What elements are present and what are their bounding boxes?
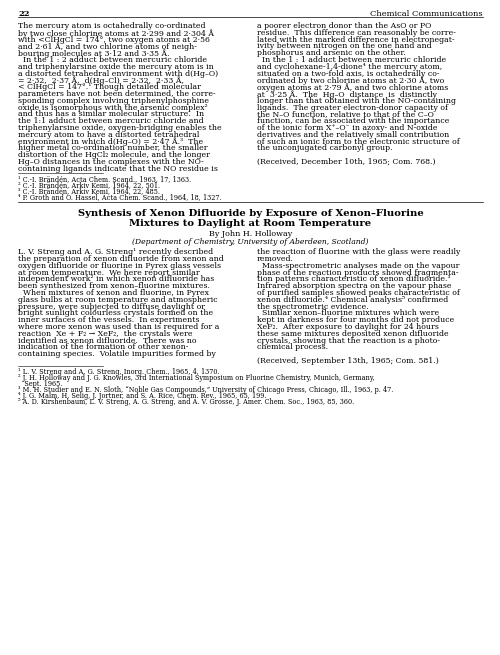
Text: L. V. Streng and A. G. Streng¹ recently described: L. V. Streng and A. G. Streng¹ recently … bbox=[18, 248, 213, 256]
Text: the reaction of fluorine with the glass were readily: the reaction of fluorine with the glass … bbox=[257, 248, 460, 256]
Text: kept in darkness for four months did not produce: kept in darkness for four months did not… bbox=[257, 316, 454, 324]
Text: and 2·61 Å, and two chlorine atoms of neigh-: and 2·61 Å, and two chlorine atoms of ne… bbox=[18, 43, 197, 51]
Text: Synthesis of Xenon Difluoride by Exposure of Xenon–Fluorine: Synthesis of Xenon Difluoride by Exposur… bbox=[78, 209, 424, 218]
Text: Hg–O distances in the complexes with the NO-: Hg–O distances in the complexes with the… bbox=[18, 158, 204, 166]
Text: lated with the marked difference in electronegat-: lated with the marked difference in elec… bbox=[257, 35, 454, 44]
Text: ⁵ A. D. Kirshenbaum, L. V. Streng, A. G. Streng, and A. V. Grosse, J. Amer. Chem: ⁵ A. D. Kirshenbaum, L. V. Streng, A. G.… bbox=[18, 398, 354, 405]
Text: pressure, were subjected to diffuse daylight or: pressure, were subjected to diffuse dayl… bbox=[18, 303, 205, 310]
Text: When mixtures of xenon and fluorine, in Pyrex: When mixtures of xenon and fluorine, in … bbox=[18, 289, 209, 297]
Text: Infrared absorption spectra on the vapour phase: Infrared absorption spectra on the vapou… bbox=[257, 282, 452, 290]
Text: Chemical Communications: Chemical Communications bbox=[370, 10, 483, 18]
Text: XeF₂.  After exposure to daylight for 24 hours: XeF₂. After exposure to daylight for 24 … bbox=[257, 323, 439, 331]
Text: higher metal co-ordination number, the smaller: higher metal co-ordination number, the s… bbox=[18, 144, 208, 153]
Text: residue.  This difference can reasonably be corre-: residue. This difference can reasonably … bbox=[257, 29, 456, 37]
Text: a poorer electron donor than the AsO or PO: a poorer electron donor than the AsO or … bbox=[257, 22, 432, 30]
Text: and thus has a similar molecular structure.  In: and thus has a similar molecular structu… bbox=[18, 111, 204, 119]
Text: reaction  Xe + F₂ → XeF₂,  the crystals were: reaction Xe + F₂ → XeF₂, the crystals we… bbox=[18, 329, 193, 338]
Text: independent work² in which xenon difluoride has: independent work² in which xenon difluor… bbox=[18, 275, 214, 284]
Text: indication of the formation of other xenon-: indication of the formation of other xen… bbox=[18, 343, 188, 351]
Text: the unconjugated carbonyl group.: the unconjugated carbonyl group. bbox=[257, 144, 392, 153]
Text: at  3·25 Å.  The  Hg–O  distance  is  distinctly: at 3·25 Å. The Hg–O distance is distinct… bbox=[257, 90, 437, 99]
Text: of purified samples showed peaks characteristic of: of purified samples showed peaks charact… bbox=[257, 289, 460, 297]
Text: of such an ionic form to the electronic structure of: of such an ionic form to the electronic … bbox=[257, 138, 460, 145]
Text: and cyclohexane-1,4-dione⁴ the mercury atom,: and cyclohexane-1,4-dione⁴ the mercury a… bbox=[257, 63, 442, 71]
Text: the preparation of xenon difluoride from xenon and: the preparation of xenon difluoride from… bbox=[18, 255, 224, 263]
Text: ⁴ P. Groth and O. Hassel, Acta Chem. Scand., 1964, 18, 1327.: ⁴ P. Groth and O. Hassel, Acta Chem. Sca… bbox=[18, 193, 222, 201]
Text: and triphenylarsine oxide the mercury atom is in: and triphenylarsine oxide the mercury at… bbox=[18, 63, 214, 71]
Text: identified as xenon difluoride.  There was no: identified as xenon difluoride. There wa… bbox=[18, 337, 197, 345]
Text: at room temperature.  We here report similar: at room temperature. We here report simi… bbox=[18, 269, 200, 276]
Text: triphenylarsine oxide, oxygen-bridging enables the: triphenylarsine oxide, oxygen-bridging e… bbox=[18, 124, 222, 132]
Text: with <ClHgCl = 174°, two oxygen atoms at 2·56: with <ClHgCl = 174°, two oxygen atoms at… bbox=[18, 35, 210, 44]
Text: sponding complex involving triphenylphosphine: sponding complex involving triphenylphos… bbox=[18, 97, 209, 105]
Text: ² J. H. Holloway and J. G. Knowles, 3rd International Symposium on Fluorine Chem: ² J. H. Holloway and J. G. Knowles, 3rd … bbox=[18, 374, 375, 382]
Text: situated on a two-fold axis, is octahedrally co-: situated on a two-fold axis, is octahedr… bbox=[257, 69, 440, 77]
Text: glass bulbs at room temperature and atmospheric: glass bulbs at room temperature and atmo… bbox=[18, 295, 218, 304]
Text: phase of the reaction products showed fragmenta-: phase of the reaction products showed fr… bbox=[257, 269, 458, 276]
Text: bright sunlight colourless crystals formed on the: bright sunlight colourless crystals form… bbox=[18, 309, 213, 317]
Text: been synthesized from xenon–fluorine mixtures.: been synthesized from xenon–fluorine mix… bbox=[18, 282, 210, 290]
Text: by two close chlorine atoms at 2·299 and 2·304 Å: by two close chlorine atoms at 2·299 and… bbox=[18, 29, 214, 37]
Text: distortion of the HgCl₂ molecule, and the longer: distortion of the HgCl₂ molecule, and th… bbox=[18, 151, 210, 159]
Text: chemical process.: chemical process. bbox=[257, 343, 328, 351]
Text: In the 1 : 1 adduct between mercuric chloride: In the 1 : 1 adduct between mercuric chl… bbox=[257, 56, 446, 64]
Text: (Department of Chemistry, University of Aberdeen, Scotland): (Department of Chemistry, University of … bbox=[132, 238, 369, 246]
Text: oxide is isomorphous with the arsenic complex²: oxide is isomorphous with the arsenic co… bbox=[18, 103, 208, 111]
Text: a distorted tetrahedral environment with d(Hg–O): a distorted tetrahedral environment with… bbox=[18, 69, 218, 77]
Text: Mass-spectrometric analyses made on the vapour: Mass-spectrometric analyses made on the … bbox=[257, 262, 460, 270]
Text: ordinated by two chlorine atoms at 2·30 Å, two: ordinated by two chlorine atoms at 2·30 … bbox=[257, 77, 444, 85]
Text: ⁴ J. G. Malm, H. Selig, J. Jortner, and S. A. Rice, Chem. Rev., 1965, 65, 199.: ⁴ J. G. Malm, H. Selig, J. Jortner, and … bbox=[18, 392, 266, 400]
Text: By John H. Holloway: By John H. Holloway bbox=[209, 230, 292, 238]
Text: xenon difluoride.⁴ Chemical analysis⁵ confirmed: xenon difluoride.⁴ Chemical analysis⁵ co… bbox=[257, 295, 448, 304]
Text: oxygen atoms at 2·79 Å, and two chlorine atoms: oxygen atoms at 2·79 Å, and two chlorine… bbox=[257, 83, 448, 92]
Text: bouring molecules at 3·12 and 3·35 Å.: bouring molecules at 3·12 and 3·35 Å. bbox=[18, 49, 170, 58]
Text: these same mixtures deposited xenon difluoride: these same mixtures deposited xenon difl… bbox=[257, 329, 448, 338]
Text: (Received, September 13th, 1965; Com. 581.): (Received, September 13th, 1965; Com. 58… bbox=[257, 357, 439, 365]
Text: ¹ L. V. Streng and A. G. Streng, Inorg. Chem., 1965, 4, 1370.: ¹ L. V. Streng and A. G. Streng, Inorg. … bbox=[18, 367, 220, 376]
Text: parameters have not been determined, the corre-: parameters have not been determined, the… bbox=[18, 90, 216, 98]
Text: ligands.  The greater electron-donor capacity of: ligands. The greater electron-donor capa… bbox=[257, 103, 448, 111]
Text: longer than that obtained with the NO-containing: longer than that obtained with the NO-co… bbox=[257, 97, 456, 105]
Text: containing species.  Volatile impurities formed by: containing species. Volatile impurities … bbox=[18, 350, 216, 358]
Text: containing ligands indicate that the NO residue is: containing ligands indicate that the NO … bbox=[18, 165, 218, 173]
Text: phosphorus and arsenic on the other.: phosphorus and arsenic on the other. bbox=[257, 49, 406, 57]
Text: removed.: removed. bbox=[257, 255, 294, 263]
Text: derivatives and the relatively small contribution: derivatives and the relatively small con… bbox=[257, 131, 449, 139]
Text: tion patterns characteristic of xenon difluoride.³: tion patterns characteristic of xenon di… bbox=[257, 275, 450, 284]
Text: the 1:1 adduct between mercuric chloride and: the 1:1 adduct between mercuric chloride… bbox=[18, 117, 204, 125]
Text: the N–O function, relative to that of the C–O: the N–O function, relative to that of th… bbox=[257, 111, 434, 119]
Text: = 2·32,  2·37 Å,  d(Hg–Cl) = 2·32,  2·33 Å,: = 2·32, 2·37 Å, d(Hg–Cl) = 2·32, 2·33 Å, bbox=[18, 77, 184, 85]
Text: Mixtures to Daylight at Room Temperature: Mixtures to Daylight at Room Temperature bbox=[130, 219, 372, 227]
Text: The mercury atom is octahedrally co-ordinated: The mercury atom is octahedrally co-ordi… bbox=[18, 22, 206, 30]
Text: inner surfaces of the vessels.  In experiments: inner surfaces of the vessels. In experi… bbox=[18, 316, 200, 324]
Text: ³ M. H. Studier and E. N. Sloth, “Noble Gas Compounds,” University of Chicago Pr: ³ M. H. Studier and E. N. Sloth, “Noble … bbox=[18, 386, 394, 394]
Text: the spectrometric evidence.: the spectrometric evidence. bbox=[257, 303, 369, 310]
Text: 22: 22 bbox=[18, 10, 30, 18]
Text: environment in which d(Hg–O) = 2·47 Å.³  The: environment in which d(Hg–O) = 2·47 Å.³ … bbox=[18, 138, 203, 146]
Text: ³ C.-I. Brändén, Arkiv Kemi, 1964, 22, 485.: ³ C.-I. Brändén, Arkiv Kemi, 1964, 22, 4… bbox=[18, 187, 160, 195]
Text: of the ionic form X⁺–O⁻ in azoxy- and N-oxide: of the ionic form X⁺–O⁻ in azoxy- and N-… bbox=[257, 124, 438, 132]
Text: ² C.-I. Brändén, Arkiv Kemi, 1964, 22, 501.: ² C.-I. Brändén, Arkiv Kemi, 1964, 22, 5… bbox=[18, 181, 160, 189]
Text: Similar xenon–fluorine mixtures which were: Similar xenon–fluorine mixtures which we… bbox=[257, 309, 439, 317]
Text: function, can be associated with the importance: function, can be associated with the imp… bbox=[257, 117, 450, 125]
Text: crystals, showing that the reaction is a photo-: crystals, showing that the reaction is a… bbox=[257, 337, 440, 345]
Text: In the 1 : 2 adduct between mercuric chloride: In the 1 : 2 adduct between mercuric chl… bbox=[18, 56, 207, 64]
Text: ¹ C.-I. Brändén, Acta Chem. Scand., 1963, 17, 1363.: ¹ C.-I. Brändén, Acta Chem. Scand., 1963… bbox=[18, 175, 191, 183]
Text: mercury atom to have a distorted tetrahedral: mercury atom to have a distorted tetrahe… bbox=[18, 131, 200, 139]
Text: (Received, December 10th, 1965; Com. 768.): (Received, December 10th, 1965; Com. 768… bbox=[257, 158, 436, 166]
Text: oxygen difluoride or fluorine in Pyrex glass vessels: oxygen difluoride or fluorine in Pyrex g… bbox=[18, 262, 221, 270]
Text: where more xenon was used than is required for a: where more xenon was used than is requir… bbox=[18, 323, 220, 331]
Text: < ClHgCl = 147°.¹ Though detailed molecular: < ClHgCl = 147°.¹ Though detailed molecu… bbox=[18, 83, 201, 91]
Text: Sept. 1965.: Sept. 1965. bbox=[18, 380, 62, 388]
Text: ivity between nitrogen on the one hand and: ivity between nitrogen on the one hand a… bbox=[257, 43, 432, 50]
